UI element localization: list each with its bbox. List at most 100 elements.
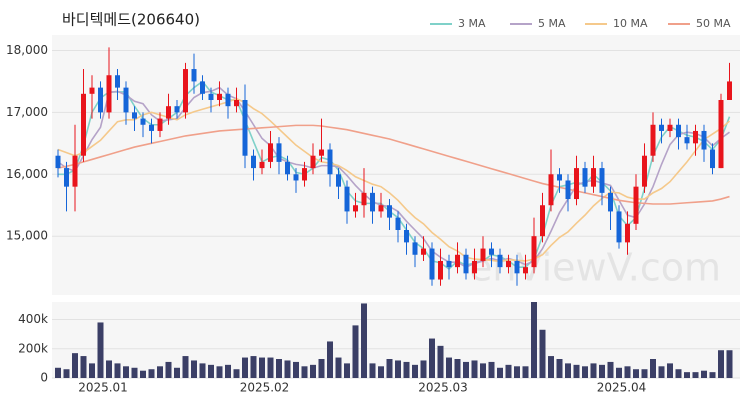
volume-bar bbox=[565, 363, 571, 378]
volume-bar bbox=[157, 366, 163, 378]
y-tick-label: 16,000 bbox=[6, 167, 48, 181]
x-tick-label: 2025.04 bbox=[597, 381, 647, 395]
candle-body bbox=[480, 248, 486, 261]
candle-body bbox=[115, 75, 120, 88]
candle-body bbox=[616, 211, 622, 243]
candle-body bbox=[497, 254, 503, 268]
volume-bar bbox=[378, 366, 384, 378]
candle-body bbox=[98, 87, 103, 113]
volume-bar bbox=[726, 350, 733, 378]
candle-body bbox=[650, 124, 656, 156]
volume-bar bbox=[344, 363, 350, 378]
volume-bar bbox=[446, 357, 452, 378]
candle-body bbox=[472, 260, 477, 274]
volume-bar bbox=[599, 364, 605, 378]
candle-body bbox=[446, 260, 452, 268]
volume-bar bbox=[420, 360, 427, 378]
candle-body bbox=[633, 186, 639, 224]
volume-bar bbox=[505, 364, 512, 378]
y-tick-label: 17,000 bbox=[6, 105, 48, 119]
volume-bar bbox=[131, 367, 138, 378]
candle-body bbox=[174, 106, 180, 113]
volume-bar bbox=[454, 359, 461, 378]
volume-bar bbox=[463, 361, 469, 378]
x-tick-label: 2025.03 bbox=[418, 381, 468, 395]
volume-bar bbox=[692, 372, 699, 378]
volume-bar bbox=[242, 357, 248, 378]
volume-bar bbox=[89, 363, 95, 378]
candle-body bbox=[608, 192, 613, 212]
volume-bar bbox=[590, 363, 597, 378]
candle-body bbox=[395, 217, 401, 230]
candle-body bbox=[506, 260, 511, 268]
volume-bar bbox=[403, 361, 410, 378]
candle-body bbox=[599, 168, 605, 193]
volume-bar bbox=[437, 345, 444, 378]
candle-body bbox=[166, 106, 171, 119]
volume-bar bbox=[352, 325, 359, 378]
ma-line bbox=[57, 124, 730, 205]
candle-body bbox=[64, 168, 69, 187]
volume-bar bbox=[412, 364, 418, 378]
volume-bar bbox=[259, 357, 265, 378]
volume-bar bbox=[250, 356, 257, 378]
volume-bar bbox=[174, 367, 180, 378]
volume-bar bbox=[616, 367, 622, 378]
volume-bar bbox=[216, 366, 223, 378]
candle-body bbox=[361, 192, 367, 206]
volume-bar bbox=[633, 369, 639, 378]
volume-bar bbox=[106, 360, 112, 378]
volume-bar bbox=[573, 364, 580, 378]
legend-label: 3 MA bbox=[458, 17, 486, 30]
volume-bar bbox=[675, 369, 682, 378]
candle-body bbox=[310, 155, 316, 169]
candle-body bbox=[327, 149, 333, 175]
candle-body bbox=[259, 161, 265, 169]
legend-label: 10 MA bbox=[613, 17, 648, 30]
candle-body bbox=[693, 130, 698, 144]
candle-body bbox=[276, 143, 282, 162]
candle-body bbox=[684, 137, 690, 144]
candle-body bbox=[251, 155, 256, 169]
chart-title: 바디텍메드(206640) bbox=[62, 11, 200, 29]
candle-body bbox=[72, 155, 78, 187]
candle-body bbox=[727, 81, 732, 100]
candle-body bbox=[548, 174, 554, 206]
candle-body bbox=[106, 75, 112, 113]
candle-body bbox=[378, 205, 384, 212]
candle-body bbox=[370, 192, 375, 212]
volume-bar bbox=[335, 357, 342, 378]
y-tick-label: 0 bbox=[40, 371, 48, 385]
candle-body bbox=[574, 168, 579, 200]
x-tick-label: 2025.02 bbox=[240, 381, 290, 395]
candle-body bbox=[140, 118, 146, 125]
candle-body bbox=[718, 100, 724, 169]
legend-label: 50 MA bbox=[696, 17, 731, 30]
volume-bar bbox=[148, 369, 155, 378]
y-tick-label: 400k bbox=[18, 312, 48, 326]
volume-bar bbox=[97, 322, 104, 378]
candle-body bbox=[463, 254, 469, 274]
candle-body bbox=[659, 124, 664, 131]
volume-bar bbox=[123, 366, 129, 378]
candle-body bbox=[582, 168, 588, 187]
volume-bar bbox=[395, 360, 401, 378]
volume-bar bbox=[488, 361, 495, 378]
legend-label: 5 MA bbox=[538, 17, 566, 30]
volume-bar bbox=[718, 350, 724, 378]
y-tick-label: 18,000 bbox=[6, 43, 48, 57]
candle-body bbox=[523, 267, 528, 274]
volume-bar bbox=[582, 366, 588, 378]
candle-body bbox=[489, 248, 494, 255]
volume-bar bbox=[191, 360, 197, 378]
volume-bar bbox=[658, 366, 665, 378]
volume-bar bbox=[497, 367, 503, 378]
volume-bar bbox=[539, 329, 546, 378]
candle-body bbox=[55, 155, 61, 169]
volume-bar bbox=[522, 366, 529, 378]
y-tick-label: 15,000 bbox=[6, 229, 48, 243]
volume-bar bbox=[624, 366, 631, 378]
volume-bar bbox=[276, 359, 282, 378]
candle-body bbox=[89, 87, 95, 94]
candle-body bbox=[217, 93, 222, 100]
